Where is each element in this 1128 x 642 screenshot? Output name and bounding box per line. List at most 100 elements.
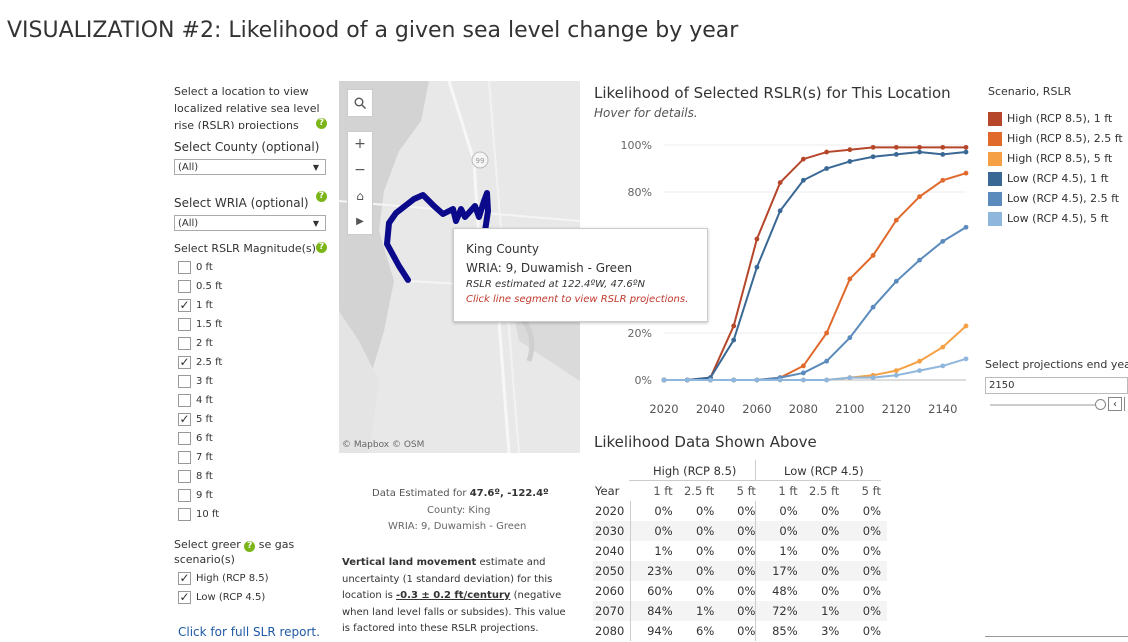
series-line[interactable] [664,146,966,381]
help-icon[interactable]: ? [244,541,256,552]
data-point[interactable] [940,238,946,244]
checkbox[interactable] [178,279,191,293]
data-point[interactable] [893,217,899,223]
data-point[interactable] [661,377,667,383]
end-year-slider-track[interactable] [990,404,1102,406]
scenario-option[interactable]: ✓ High (RCP 8.5) [178,570,269,586]
rslr-option[interactable]: 8 ft [178,468,213,484]
data-point[interactable] [940,344,946,350]
data-point[interactable] [917,194,922,200]
search-icon[interactable] [347,89,373,117]
checkbox[interactable] [178,317,191,331]
help-icon[interactable]: ? [316,242,327,253]
data-point[interactable] [777,180,783,185]
zoom-out-icon[interactable]: − [354,162,366,178]
data-point[interactable] [800,177,806,183]
rslr-option[interactable]: 0.5 ft [178,278,222,294]
county-dropdown[interactable]: (All) ▼ [174,159,326,175]
legend-item[interactable]: Low (RCP 4.5), 5 ft [988,212,1109,226]
zoom-in-icon[interactable]: + [354,136,366,152]
legend-item[interactable]: High (RCP 8.5), 5 ft [988,152,1112,166]
checkbox[interactable] [178,469,191,483]
checkbox-checked[interactable]: ✓ [178,589,191,604]
data-point[interactable] [847,375,853,381]
data-point[interactable] [940,144,946,150]
data-point[interactable] [963,149,969,155]
help-icon[interactable]: ? [316,118,327,129]
legend-item[interactable]: Low (RCP 4.5), 1 ft [988,172,1109,186]
data-point[interactable] [893,372,899,378]
rslr-option[interactable]: 9 ft [178,487,213,503]
data-point[interactable] [777,377,783,383]
legend-item[interactable]: Low (RCP 4.5), 2.5 ft [988,192,1119,206]
end-year-input[interactable]: 2150 [985,377,1128,394]
rslr-option[interactable]: 2 ft [178,335,213,351]
checkbox[interactable] [178,450,191,464]
data-point[interactable] [824,149,830,155]
checkbox[interactable] [178,393,191,407]
data-point[interactable] [870,375,876,381]
data-point[interactable] [824,377,830,383]
data-point[interactable] [847,147,853,153]
likelihood-chart[interactable]: 0% 20% 80% 100% 2020 2040 2060 2080 2100 2120 2140 [594,125,984,425]
rslr-option[interactable]: 10 ft [178,506,219,522]
rslr-option[interactable]: 1.5 ft [178,316,222,332]
rslr-option[interactable]: 6 ft [178,430,213,446]
data-point[interactable] [708,377,713,383]
help-icon[interactable]: ? [316,191,327,202]
end-year-slider-handle[interactable] [1095,399,1106,410]
data-point[interactable] [847,276,853,282]
chevron-left-icon[interactable]: ‹ [1108,397,1122,411]
full-report-link[interactable]: Click for full SLR report. [178,625,320,639]
data-point[interactable] [963,224,969,230]
data-point[interactable] [800,156,806,162]
data-point[interactable] [731,377,737,383]
data-point[interactable] [963,356,969,362]
data-point[interactable] [940,177,946,183]
data-point[interactable] [870,144,876,150]
data-point[interactable] [777,208,783,214]
checkbox[interactable] [178,431,191,445]
data-point[interactable] [893,368,899,373]
checkbox-checked[interactable]: ✓ [178,411,191,426]
data-point[interactable] [847,159,853,164]
series-line[interactable] [664,357,967,381]
data-point[interactable] [963,144,969,150]
data-point[interactable] [917,368,922,373]
data-point[interactable] [963,323,969,329]
data-point[interactable] [800,363,806,369]
data-point[interactable] [847,335,853,341]
data-point[interactable] [824,358,830,364]
rslr-option[interactable]: 0 ft [178,259,213,275]
data-point[interactable] [893,152,899,157]
data-point[interactable] [893,144,899,150]
checkbox[interactable] [178,260,191,274]
chevron-right-icon[interactable] [1124,397,1128,411]
series-line[interactable] [664,151,967,381]
series-line[interactable] [664,172,967,381]
data-point[interactable] [917,149,922,155]
play-icon[interactable]: ▶ [356,216,364,227]
data-point[interactable] [684,377,690,383]
scenario-option[interactable]: ✓ Low (RCP 4.5) [178,589,265,605]
rslr-option[interactable]: 4 ft [178,392,213,408]
data-point[interactable] [754,377,760,383]
data-point[interactable] [893,278,899,284]
home-icon[interactable]: ⌂ [356,189,364,203]
wria-dropdown[interactable]: (All) ▼ [174,215,326,231]
checkbox-checked[interactable]: ✓ [178,354,191,369]
rslr-option[interactable]: ✓ 2.5 ft [178,354,222,370]
series-line[interactable] [664,226,967,381]
data-point[interactable] [800,377,806,383]
rslr-option[interactable]: ✓ 5 ft [178,411,213,427]
data-point[interactable] [754,236,760,242]
data-point[interactable] [824,166,830,171]
checkbox[interactable] [178,488,191,502]
checkbox[interactable] [178,507,191,521]
data-point[interactable] [917,358,922,364]
data-point[interactable] [731,337,737,343]
data-point[interactable] [917,144,922,150]
data-point[interactable] [754,264,760,270]
data-point[interactable] [940,363,946,369]
data-point[interactable] [870,304,876,310]
